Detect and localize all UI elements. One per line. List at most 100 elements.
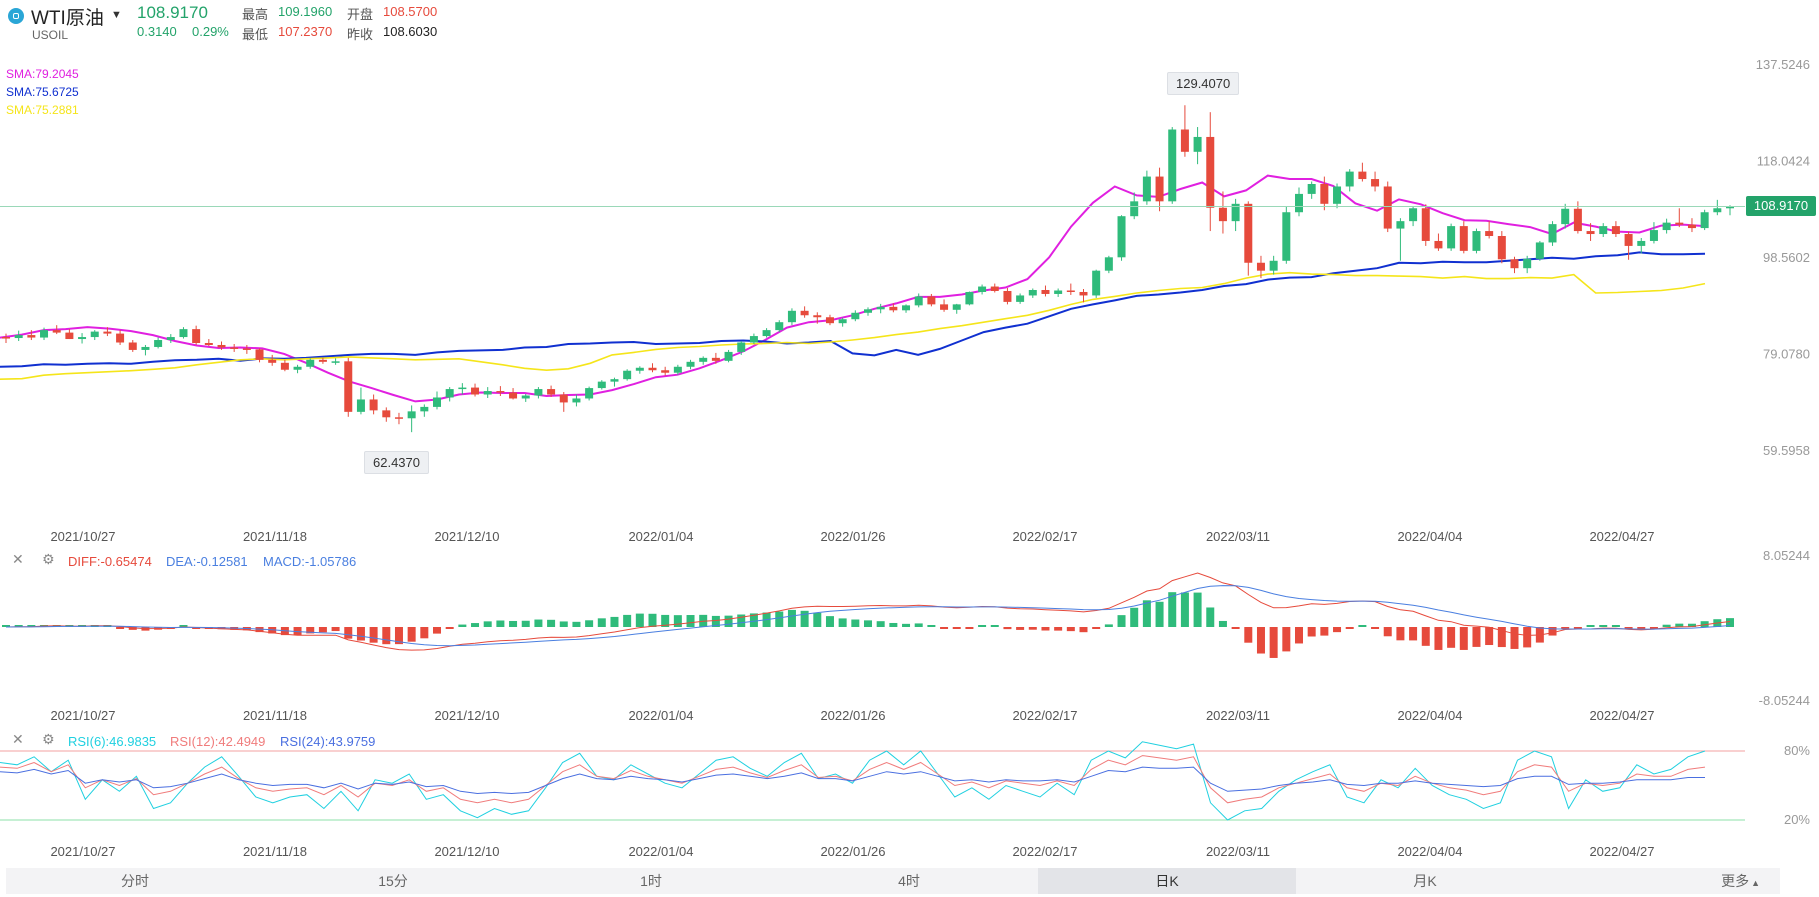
tab-daily[interactable]: 日K <box>1038 868 1296 894</box>
candle-body <box>1637 241 1645 246</box>
price-axis-label: 137.5246 <box>1756 57 1810 72</box>
tab-intraday[interactable]: 分时 <box>6 868 264 894</box>
candle-body <box>965 292 973 304</box>
tab-15min[interactable]: 15分 <box>264 868 522 894</box>
candle-body <box>661 370 669 372</box>
macd-histogram-bar <box>1523 627 1531 647</box>
candle-body <box>65 333 73 339</box>
candle-body <box>864 309 872 312</box>
candle-body <box>53 330 61 332</box>
macd-histogram-bar <box>877 621 885 627</box>
candle-body <box>1523 259 1531 268</box>
macd-histogram-bar <box>1219 621 1227 627</box>
current-price-line <box>0 206 1745 207</box>
candle-body <box>1650 230 1658 241</box>
date-axis-label: 2021/12/10 <box>434 529 499 544</box>
macd-histogram-bar <box>1308 627 1316 636</box>
candle-body <box>446 389 454 397</box>
candle-body <box>610 379 618 381</box>
candle-body <box>484 391 492 394</box>
candle-body <box>1194 137 1202 152</box>
candle-body <box>1511 259 1519 268</box>
macd-histogram-bar <box>1029 627 1037 630</box>
candle-body <box>91 332 99 337</box>
candle-body <box>496 391 504 393</box>
macd-histogram-bar <box>585 620 593 627</box>
candle-body <box>319 360 327 362</box>
date-axis-label: 2022/04/27 <box>1589 529 1654 544</box>
candle-body <box>1688 225 1696 228</box>
candle-body <box>15 335 23 338</box>
candle-body <box>116 334 124 343</box>
macd-histogram-bar <box>915 623 923 627</box>
candle-body <box>78 337 86 339</box>
macd-histogram-bar <box>357 627 365 641</box>
macd-histogram-bar <box>382 627 390 644</box>
candle-body <box>1498 236 1506 259</box>
date-axis-label: 2022/02/17 <box>1012 529 1077 544</box>
candle-body <box>1663 223 1671 230</box>
macd-histogram-bar <box>813 613 821 627</box>
candle-body <box>370 399 378 410</box>
macd-histogram-bar <box>1003 627 1011 629</box>
candle-body <box>1244 204 1252 263</box>
candle-body <box>534 389 542 395</box>
macd-histogram-bar <box>1333 627 1341 632</box>
candle-body <box>1485 231 1493 236</box>
macd-histogram-bar <box>458 625 466 627</box>
candle-body <box>1029 290 1037 295</box>
candle-body <box>547 389 555 394</box>
tab-monthly[interactable]: 月K <box>1296 868 1554 894</box>
candle-body <box>1675 223 1683 225</box>
candle-body <box>1422 208 1430 241</box>
candle-body <box>471 388 479 395</box>
candle-body <box>889 307 897 310</box>
candle-body <box>256 349 264 359</box>
macd-histogram-bar <box>547 620 555 627</box>
candle-body <box>129 343 137 350</box>
candle-body <box>572 398 580 402</box>
macd-histogram-bar <box>788 610 796 627</box>
date-axis-label: 2021/11/18 <box>243 708 307 723</box>
macd-histogram-bar <box>636 614 644 627</box>
macd-histogram-bar <box>1181 592 1189 627</box>
candle-body <box>281 363 289 370</box>
macd-histogram-bar <box>1434 627 1442 650</box>
candle-body <box>1726 207 1734 209</box>
macd-histogram-bar <box>1016 627 1024 630</box>
macd-histogram-bar <box>1118 615 1126 627</box>
macd-histogram-bar <box>433 627 441 634</box>
candle-body <box>1713 208 1721 212</box>
tab-1h[interactable]: 1时 <box>522 868 780 894</box>
macd-histogram-bar <box>889 623 897 627</box>
macd-histogram-bar <box>1320 627 1328 636</box>
date-axis-label: 2022/01/26 <box>820 529 885 544</box>
tab-4h[interactable]: 4时 <box>780 868 1038 894</box>
macd-histogram-bar <box>534 620 542 627</box>
date-axis-label: 2022/01/26 <box>820 844 885 859</box>
tab-more[interactable]: 更多 ▲ <box>1554 868 1780 894</box>
macd-histogram-bar <box>1244 627 1252 643</box>
date-axis-label: 2022/01/04 <box>628 844 693 859</box>
macd-histogram-bar <box>598 618 606 627</box>
candle-body <box>1561 209 1569 224</box>
candle-body <box>205 343 213 345</box>
macd-histogram-bar <box>1422 627 1430 646</box>
macd-histogram-bar <box>560 621 568 627</box>
candle-body <box>1574 209 1582 231</box>
candle-body <box>103 332 111 334</box>
macd-histogram-bar <box>623 615 631 627</box>
macd-histogram-bar <box>775 612 783 627</box>
tab-more-label: 更多 <box>1721 873 1749 889</box>
candle-body <box>243 348 251 350</box>
candle-body <box>839 319 847 323</box>
macd-histogram-bar <box>332 627 340 631</box>
macd-histogram-bar <box>965 627 973 629</box>
macd-histogram-bar <box>1409 627 1417 640</box>
candle-body <box>1587 231 1595 234</box>
macd-histogram-bar <box>839 618 847 627</box>
macd-histogram-bar <box>1282 627 1290 651</box>
macd-histogram-bar <box>1054 627 1062 631</box>
candle-body <box>1460 226 1468 251</box>
